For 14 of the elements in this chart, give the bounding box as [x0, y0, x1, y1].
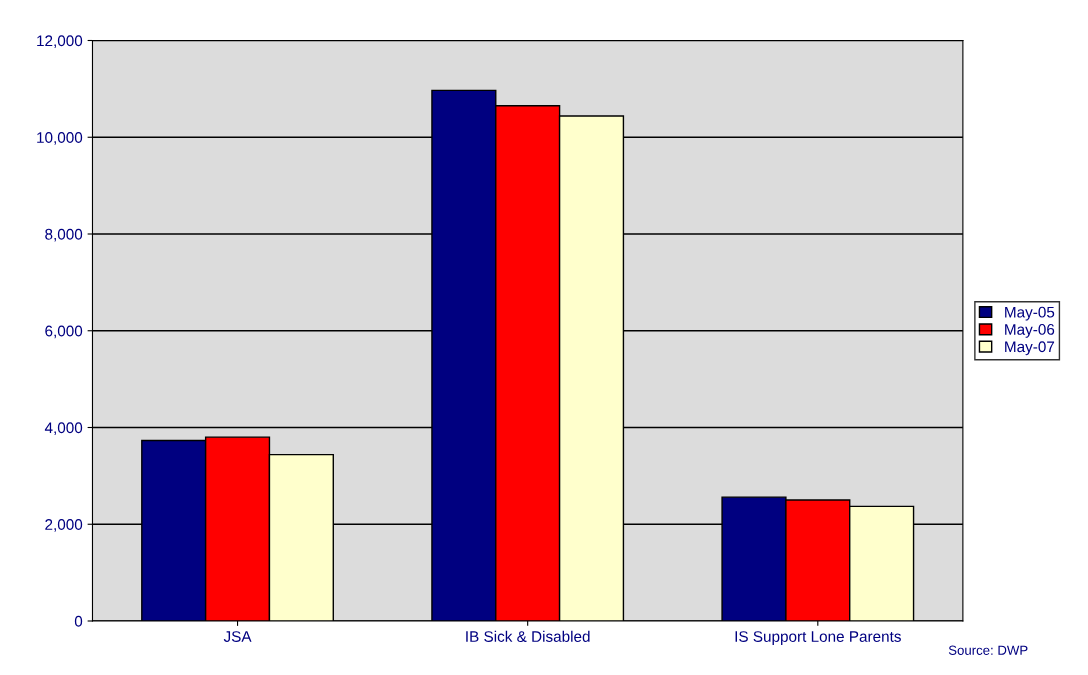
y-tick-label: 10,000	[37, 132, 83, 145]
x-tick-label: JSA	[223, 631, 252, 642]
legend-label: May-07	[1005, 341, 1055, 356]
x-tick-label: IB Sick & Disabled	[466, 630, 590, 642]
y-tick-label: 4,000	[44, 422, 83, 435]
y-tick-label: 12,000	[37, 35, 83, 48]
y-tick-label: 8,000	[45, 228, 83, 242]
y-tick-label: 6,000	[45, 325, 83, 339]
y-tick-label: 2,000	[45, 519, 83, 532]
legend-label: May-05	[1005, 306, 1055, 321]
legend-label: May-06	[1005, 324, 1055, 338]
source-note: Source: DWP	[948, 645, 1028, 655]
x-tick-label: IS Support Lone Parents	[735, 631, 901, 645]
y-tick-label: 0	[74, 615, 83, 627]
